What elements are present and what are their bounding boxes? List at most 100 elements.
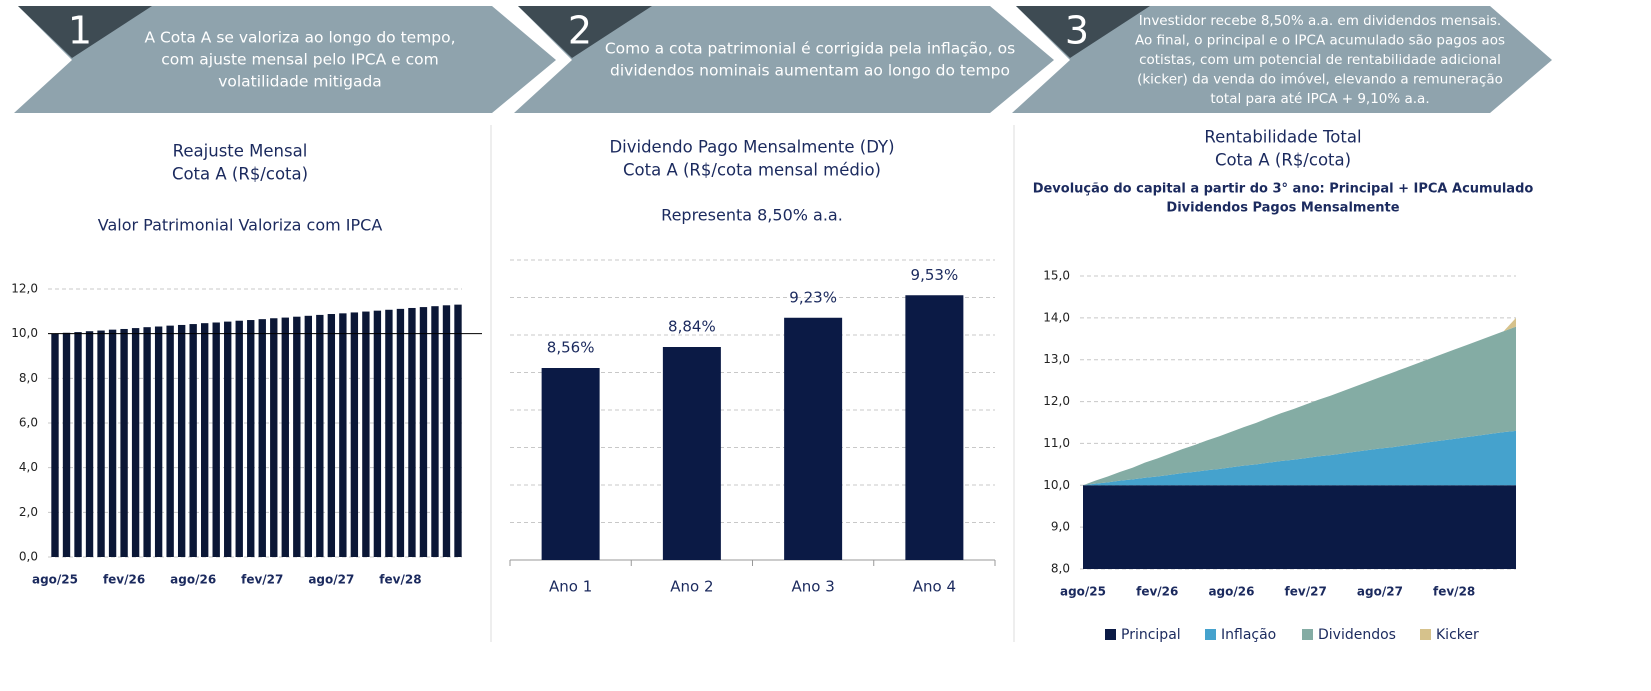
x-tick-label: Ano 3 <box>791 578 834 596</box>
banner <box>14 6 1552 113</box>
y-tick-label: 12,0 <box>11 282 38 296</box>
bar <box>143 327 151 557</box>
banner-shape <box>14 6 556 113</box>
bar <box>316 314 324 557</box>
step-number: 2 <box>568 9 592 53</box>
bar <box>201 323 209 557</box>
bar <box>662 347 721 560</box>
bar <box>454 304 462 557</box>
bar <box>131 328 140 557</box>
data-label: 8,56% <box>547 339 595 357</box>
bar <box>247 320 255 557</box>
bar <box>258 319 266 557</box>
x-tick-label: fev/27 <box>1285 585 1327 599</box>
bar <box>97 330 105 557</box>
x-tick-label: Ano 1 <box>549 578 592 596</box>
y-tick-label: 10,0 <box>11 326 38 340</box>
chart-subtitle: Cota A (R$/cota mensal médio) <box>623 161 881 180</box>
bar <box>541 368 600 560</box>
chart-title: Rentabilidade Total <box>1204 128 1361 147</box>
bar <box>189 324 197 557</box>
step-text: (kicker) da venda do imóvel, elevando a … <box>1137 72 1503 88</box>
step-text: cotistas, com um potencial de rentabilid… <box>1139 52 1501 68</box>
legend-label: Principal <box>1121 627 1181 643</box>
step-text: volatilidade mitigada <box>218 73 382 91</box>
legend-swatch <box>1302 629 1313 640</box>
y-tick-label: 14,0 <box>1043 310 1070 324</box>
bar <box>62 332 71 557</box>
bar <box>396 308 405 557</box>
bar <box>74 332 82 557</box>
bar <box>270 318 278 557</box>
bar <box>212 322 220 557</box>
y-tick-label: 13,0 <box>1043 352 1070 366</box>
y-tick-label: 12,0 <box>1043 394 1070 408</box>
step-text: Como a cota patrimonial é corrigida pela… <box>605 40 1015 58</box>
x-tick-label: fev/27 <box>241 573 283 587</box>
banner-shape <box>1012 6 1552 113</box>
legend-swatch <box>1105 629 1116 640</box>
banner-corner <box>518 6 652 58</box>
chart-title: Reajuste Mensal <box>173 142 308 161</box>
bar <box>419 307 428 557</box>
x-tick-label: Ano 4 <box>913 578 956 596</box>
bar <box>108 329 117 557</box>
y-tick-label: 11,0 <box>1043 436 1070 450</box>
banner-corner <box>18 6 152 58</box>
step-number: 3 <box>1065 9 1089 53</box>
y-tick-label: 8,0 <box>19 371 38 385</box>
x-tick-label: ago/25 <box>32 573 78 587</box>
step-text: Ao final, o principal e o IPCA acumulado… <box>1135 33 1505 49</box>
bar <box>362 311 370 557</box>
y-tick-label: 8,0 <box>1051 562 1070 576</box>
bar <box>431 306 439 557</box>
annotation: Devolução do capital a partir do 3° ano:… <box>1033 182 1534 197</box>
y-tick-label: 9,0 <box>1051 520 1070 534</box>
step-text: com ajuste mensal pelo IPCA e com <box>161 51 438 69</box>
bar <box>154 326 163 557</box>
y-tick-label: 15,0 <box>1043 269 1070 283</box>
bar <box>281 317 289 557</box>
bar <box>177 324 186 557</box>
bar <box>224 321 232 557</box>
bar <box>339 313 347 557</box>
x-tick-label: Ano 2 <box>670 578 713 596</box>
legend-label: Dividendos <box>1318 627 1396 643</box>
legend-label: Inflação <box>1221 627 1276 643</box>
bar <box>51 333 59 557</box>
bar <box>905 295 964 560</box>
x-tick-label: fev/26 <box>1136 585 1178 599</box>
legend-swatch <box>1205 629 1216 640</box>
bar <box>350 312 359 557</box>
bar <box>373 310 382 557</box>
x-tick-label: ago/27 <box>308 573 354 587</box>
legend-swatch <box>1420 629 1431 640</box>
y-tick-label: 2,0 <box>19 505 38 519</box>
banner-shape <box>514 6 1054 113</box>
bar <box>784 317 843 560</box>
x-tick-label: ago/27 <box>1357 585 1403 599</box>
step-text: total para até IPCA + 9,10% a.a. <box>1210 91 1429 107</box>
bar <box>85 331 94 557</box>
legend-label: Kicker <box>1436 627 1479 643</box>
bar <box>235 320 243 557</box>
data-label: 9,53% <box>911 266 959 284</box>
area <box>1083 485 1516 569</box>
data-label: 9,23% <box>789 288 837 306</box>
annotation: Dividendos Pagos Mensalmente <box>1166 201 1399 216</box>
x-tick-label: fev/28 <box>379 573 421 587</box>
y-tick-label: 10,0 <box>1043 478 1070 492</box>
bar <box>304 315 312 557</box>
bar <box>166 325 174 557</box>
bar <box>293 316 301 557</box>
x-tick-label: ago/26 <box>1208 585 1254 599</box>
data-label: 8,84% <box>668 318 716 336</box>
bar <box>442 305 451 557</box>
y-tick-label: 0,0 <box>19 550 38 564</box>
bar <box>327 314 336 557</box>
x-tick-label: ago/25 <box>1060 585 1106 599</box>
chart-subtitle: Cota A (R$/cota) <box>1215 151 1351 170</box>
bar <box>120 328 128 557</box>
step-number: 1 <box>68 9 92 53</box>
